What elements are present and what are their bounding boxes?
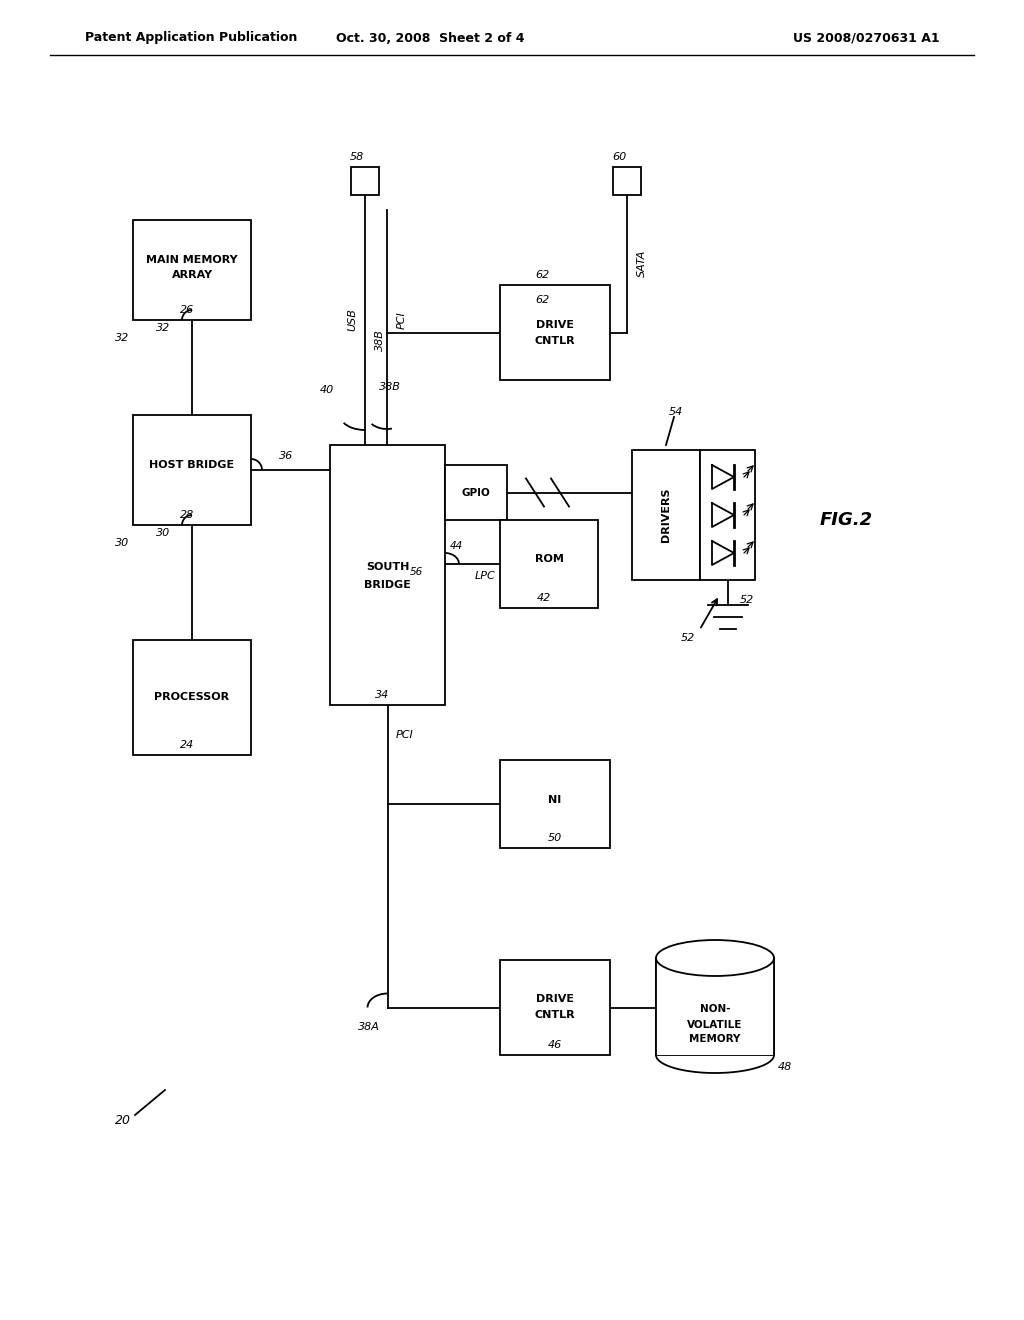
Text: VOLATILE: VOLATILE (687, 1019, 742, 1030)
Bar (330, 445, 445, 705)
Text: DRIVE: DRIVE (536, 994, 574, 1005)
Bar (500, 760, 610, 847)
Bar (445, 465, 507, 520)
Text: 42: 42 (537, 593, 551, 603)
Text: US 2008/0270631 A1: US 2008/0270631 A1 (794, 32, 940, 45)
Bar (500, 520, 598, 609)
Text: CNTLR: CNTLR (535, 1011, 575, 1020)
Bar (700, 450, 755, 579)
Polygon shape (712, 541, 734, 565)
Text: ROM: ROM (535, 554, 563, 564)
Text: 46: 46 (548, 1040, 562, 1049)
Text: CNTLR: CNTLR (535, 335, 575, 346)
Text: 48: 48 (778, 1063, 793, 1072)
Text: ARRAY: ARRAY (171, 271, 213, 280)
Text: 24: 24 (180, 741, 195, 750)
Text: 44: 44 (450, 541, 463, 550)
Bar (632, 450, 700, 579)
Text: Oct. 30, 2008  Sheet 2 of 4: Oct. 30, 2008 Sheet 2 of 4 (336, 32, 524, 45)
Text: 58: 58 (350, 152, 365, 162)
Text: 20: 20 (115, 1114, 131, 1126)
Text: SATA: SATA (637, 249, 647, 277)
Bar (133, 220, 251, 319)
Ellipse shape (656, 940, 774, 975)
Bar (500, 285, 610, 380)
Text: DRIVERS: DRIVERS (662, 488, 671, 543)
Text: MEMORY: MEMORY (689, 1035, 740, 1044)
Bar (500, 960, 610, 1055)
Text: PCI: PCI (395, 730, 414, 741)
Text: USB: USB (347, 309, 357, 331)
Text: MAIN MEMORY: MAIN MEMORY (146, 255, 238, 265)
Text: 36: 36 (279, 451, 293, 461)
Text: 30: 30 (156, 528, 170, 539)
Bar (133, 640, 251, 755)
Text: 32: 32 (115, 333, 129, 343)
Text: FIG.2: FIG.2 (820, 511, 873, 529)
Text: 38A: 38A (357, 1023, 380, 1032)
Polygon shape (712, 503, 734, 527)
Text: 28: 28 (180, 510, 195, 520)
Text: PCI: PCI (397, 312, 407, 329)
Text: PROCESSOR: PROCESSOR (155, 693, 229, 702)
Text: 34: 34 (376, 690, 389, 700)
Text: 56: 56 (410, 568, 423, 577)
Text: 26: 26 (180, 305, 195, 315)
Text: 62: 62 (536, 271, 550, 280)
Text: 60: 60 (612, 152, 626, 162)
Text: NI: NI (549, 795, 561, 805)
Text: DRIVE: DRIVE (536, 319, 574, 330)
Text: 52: 52 (739, 595, 754, 605)
Text: 54: 54 (669, 407, 683, 417)
Text: 40: 40 (319, 385, 334, 395)
Text: HOST BRIDGE: HOST BRIDGE (150, 459, 234, 470)
Text: Patent Application Publication: Patent Application Publication (85, 32, 297, 45)
Text: 32: 32 (156, 323, 170, 333)
Text: 38B: 38B (379, 381, 400, 392)
Text: NON-: NON- (699, 1005, 730, 1015)
Bar (613, 168, 641, 195)
Text: BRIDGE: BRIDGE (365, 579, 411, 590)
Text: LPC: LPC (474, 572, 495, 581)
Text: 52: 52 (681, 634, 695, 643)
Text: 50: 50 (548, 833, 562, 843)
Polygon shape (712, 465, 734, 488)
Text: 62: 62 (536, 294, 550, 305)
Text: 38B: 38B (375, 329, 385, 351)
Text: GPIO: GPIO (462, 487, 490, 498)
Bar (351, 168, 379, 195)
Bar (656, 958, 774, 1055)
Text: SOUTH: SOUTH (366, 562, 410, 572)
Text: 30: 30 (115, 539, 129, 548)
Bar (133, 414, 251, 525)
